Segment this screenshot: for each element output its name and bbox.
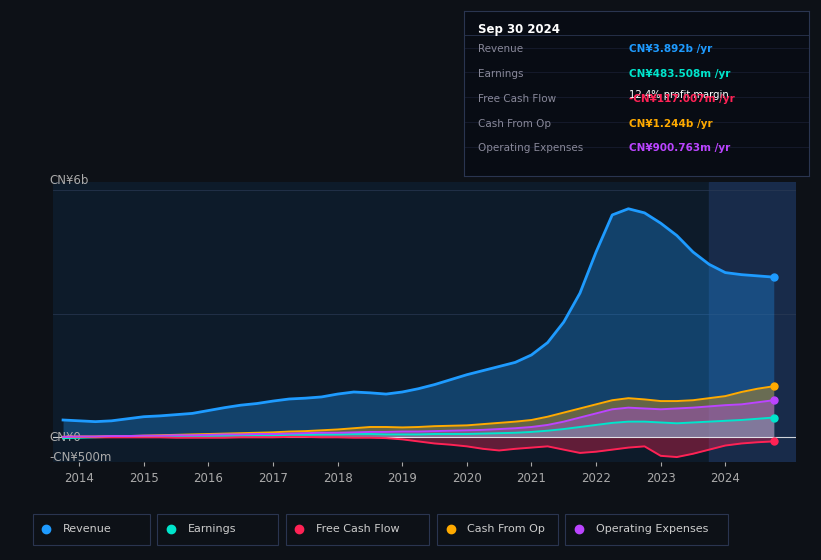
Text: Earnings: Earnings xyxy=(478,69,523,79)
Text: Operating Expenses: Operating Expenses xyxy=(478,143,583,153)
Text: Revenue: Revenue xyxy=(63,524,112,534)
Text: CN¥900.763m /yr: CN¥900.763m /yr xyxy=(630,143,731,153)
Text: Sep 30 2024: Sep 30 2024 xyxy=(478,23,560,36)
Text: CN¥1.244b /yr: CN¥1.244b /yr xyxy=(630,119,713,129)
Text: Operating Expenses: Operating Expenses xyxy=(595,524,708,534)
Text: CN¥0: CN¥0 xyxy=(49,431,81,444)
Text: Free Cash Flow: Free Cash Flow xyxy=(478,94,556,104)
Text: -CN¥117.007m /yr: -CN¥117.007m /yr xyxy=(630,94,735,104)
Text: CN¥6b: CN¥6b xyxy=(49,174,89,188)
Text: CN¥483.508m /yr: CN¥483.508m /yr xyxy=(630,69,731,79)
Text: CN¥3.892b /yr: CN¥3.892b /yr xyxy=(630,44,713,54)
Text: Free Cash Flow: Free Cash Flow xyxy=(316,524,400,534)
Text: Revenue: Revenue xyxy=(478,44,523,54)
Text: Earnings: Earnings xyxy=(188,524,236,534)
Text: 12.4% profit margin: 12.4% profit margin xyxy=(630,91,729,100)
Text: -CN¥500m: -CN¥500m xyxy=(49,451,112,464)
Text: Cash From Op: Cash From Op xyxy=(467,524,545,534)
Text: Cash From Op: Cash From Op xyxy=(478,119,551,129)
Bar xyxy=(709,182,796,462)
